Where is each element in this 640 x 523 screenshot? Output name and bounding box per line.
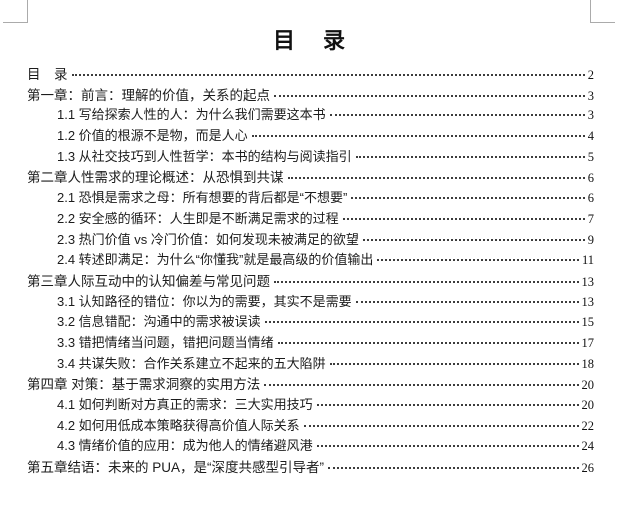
toc-entry-text: 4.2 如何用低成本策略获得高价值人际关系	[57, 417, 300, 433]
toc-entry-text: 3.1 认知路径的错位：你以为的需要，其实不是需要	[57, 293, 352, 309]
dot-leader	[329, 114, 585, 117]
toc-entry-text: 2.2 安全感的循环：人生即是不断满足需求的过程	[57, 210, 339, 226]
toc-entry-text: 第二章人性需求的理论概述：从恐惧到共谋	[27, 170, 284, 186]
toc-entry[interactable]: 4.3 情绪价值的应用：成为他人的情绪避风港 24	[27, 435, 594, 456]
toc-entry[interactable]: 第四章 对策：基于需求洞察的实用方法 20	[27, 373, 594, 394]
toc-page-number: 17	[581, 335, 595, 350]
dot-leader	[362, 238, 585, 241]
toc-entry[interactable]: 1.3 从社交技巧到人性哲学：本书的结构与阅读指引 5	[27, 146, 594, 167]
toc-page-number: 7	[587, 211, 594, 226]
toc-page-number: 6	[587, 191, 594, 206]
dot-leader	[264, 321, 579, 324]
toc-page-number: 11	[581, 253, 594, 268]
dot-leader	[351, 197, 585, 200]
toc-entry-text: 第一章：前言：理解的价值，关系的起点	[27, 87, 270, 103]
toc-page-number: 18	[581, 356, 595, 371]
margin-crop-mark-top-right	[590, 0, 615, 23]
toc-entry[interactable]: 2.4 转述即满足：为什么“你懂我”就是最高级的价值输出 11	[27, 249, 594, 270]
toc-page-number: 20	[581, 378, 595, 393]
toc-page-number: 4	[587, 129, 594, 144]
toc-page-number: 24	[581, 439, 595, 454]
toc-entry[interactable]: 第二章人性需求的理论概述：从恐惧到共谋 6	[27, 166, 594, 187]
dot-leader	[355, 155, 585, 158]
toc-page-number: 13	[581, 294, 595, 309]
dot-leader	[377, 259, 579, 262]
toc-page-number: 5	[587, 149, 594, 164]
toc-entry-text: 第五章结语：未来的 PUA，是“深度共感型引导者”	[27, 460, 324, 476]
dot-leader	[251, 135, 585, 138]
dot-leader	[277, 341, 579, 344]
toc-entry-text: 2.4 转述即满足：为什么“你懂我”就是最高级的价值输出	[57, 252, 374, 268]
toc-entry[interactable]: 3.3 错把情绪当问题，错把问题当情绪 17	[27, 332, 594, 353]
toc-page-number: 26	[581, 461, 595, 476]
dot-leader	[328, 467, 579, 470]
toc-page-number: 13	[581, 274, 595, 289]
toc-entry[interactable]: 1.1 写给探索人性的人：为什么我们需要这本书 3	[27, 104, 594, 125]
margin-crop-mark-top-left	[3, 0, 28, 23]
toc-entry[interactable]: 4.2 如何用低成本策略获得高价值人际关系 22	[27, 415, 594, 436]
toc-entry[interactable]: 第五章结语：未来的 PUA，是“深度共感型引导者” 26	[27, 456, 594, 477]
dot-leader	[274, 94, 585, 97]
toc-entry-text: 3.4 共谋失败：合作关系建立不起来的五大陷阱	[57, 355, 326, 371]
dot-leader	[287, 177, 585, 180]
toc-page-number: 3	[587, 108, 594, 123]
dot-leader	[355, 300, 579, 303]
toc-entry[interactable]: 3.4 共谋失败：合作关系建立不起来的五大陷阱 18	[27, 353, 594, 374]
dot-leader	[329, 362, 579, 365]
toc-entry-text: 4.3 情绪价值的应用：成为他人的情绪避风港	[57, 438, 313, 454]
toc-entry-text: 3.3 错把情绪当问题，错把问题当情绪	[57, 334, 274, 350]
toc-page-number: 15	[581, 315, 595, 330]
dot-leader	[316, 404, 579, 406]
toc-entry[interactable]: 2.1 恐惧是需求之母：所有想要的背后都是“不想要” 6	[27, 187, 594, 208]
dot-leader	[264, 384, 579, 387]
dot-leader	[316, 445, 579, 448]
dot-leader	[303, 424, 579, 427]
toc-entry[interactable]: 3.2 信息错配：沟通中的需求被误读 15	[27, 311, 594, 332]
toc-entry-text: 第四章 对策：基于需求洞察的实用方法	[27, 377, 261, 393]
toc-page-number: 3	[587, 88, 594, 103]
dot-leader	[342, 217, 585, 220]
toc-entry[interactable]: 第一章：前言：理解的价值，关系的起点 3	[27, 84, 594, 105]
toc-entry-text: 第三章人际互动中的认知偏差与常见问题	[27, 273, 270, 289]
toc-entry[interactable]: 1.2 价值的根源不是物，而是人心 4	[27, 125, 594, 146]
toc-list: 目 录 2 第一章：前言：理解的价值，关系的起点 3 1.1 写给探索人性的人：为什么我…	[27, 63, 594, 477]
toc-entry-text: 4.1 如何判断对方真正的需求：三大实用技巧	[57, 397, 313, 412]
toc-entry-text: 3.2 信息错配：沟通中的需求被误读	[57, 314, 261, 330]
toc-page-number: 22	[581, 418, 595, 433]
toc-page-number: 9	[587, 232, 594, 247]
toc-entry[interactable]: 2.3 热门价值 vs 冷门价值：如何发现未被满足的欲望 9	[27, 229, 594, 250]
toc-entry-text: 2.3 热门价值 vs 冷门价值：如何发现未被满足的欲望	[57, 231, 359, 247]
toc-entry-text: 1.3 从社交技巧到人性哲学：本书的结构与阅读指引	[57, 148, 352, 164]
toc-entry[interactable]: 第三章人际互动中的认知偏差与常见问题 13	[27, 270, 594, 291]
toc-entry-text: 2.1 恐惧是需求之母：所有想要的背后都是“不想要”	[57, 190, 348, 206]
dot-leader	[274, 280, 579, 283]
toc-page-number: 20	[581, 398, 595, 412]
toc-entry[interactable]: 4.1 如何判断对方真正的需求：三大实用技巧 20	[27, 394, 594, 415]
toc-entry[interactable]: 2.2 安全感的循环：人生即是不断满足需求的过程 7	[27, 208, 594, 229]
toc-entry-text: 1.1 写给探索人性的人：为什么我们需要这本书	[57, 107, 326, 123]
toc-entry[interactable]: 目 录 2	[27, 63, 594, 84]
toc-entry-text: 目 录	[27, 67, 68, 82]
toc-entry-text: 1.2 价值的根源不是物，而是人心	[57, 128, 248, 144]
toc-page-number: 2	[587, 68, 594, 82]
toc-entry[interactable]: 3.1 认知路径的错位：你以为的需要，其实不是需要 13	[27, 291, 594, 312]
toc-title: 目 录	[272, 28, 348, 53]
toc-page-number: 6	[587, 171, 594, 186]
dot-leader	[71, 74, 585, 76]
